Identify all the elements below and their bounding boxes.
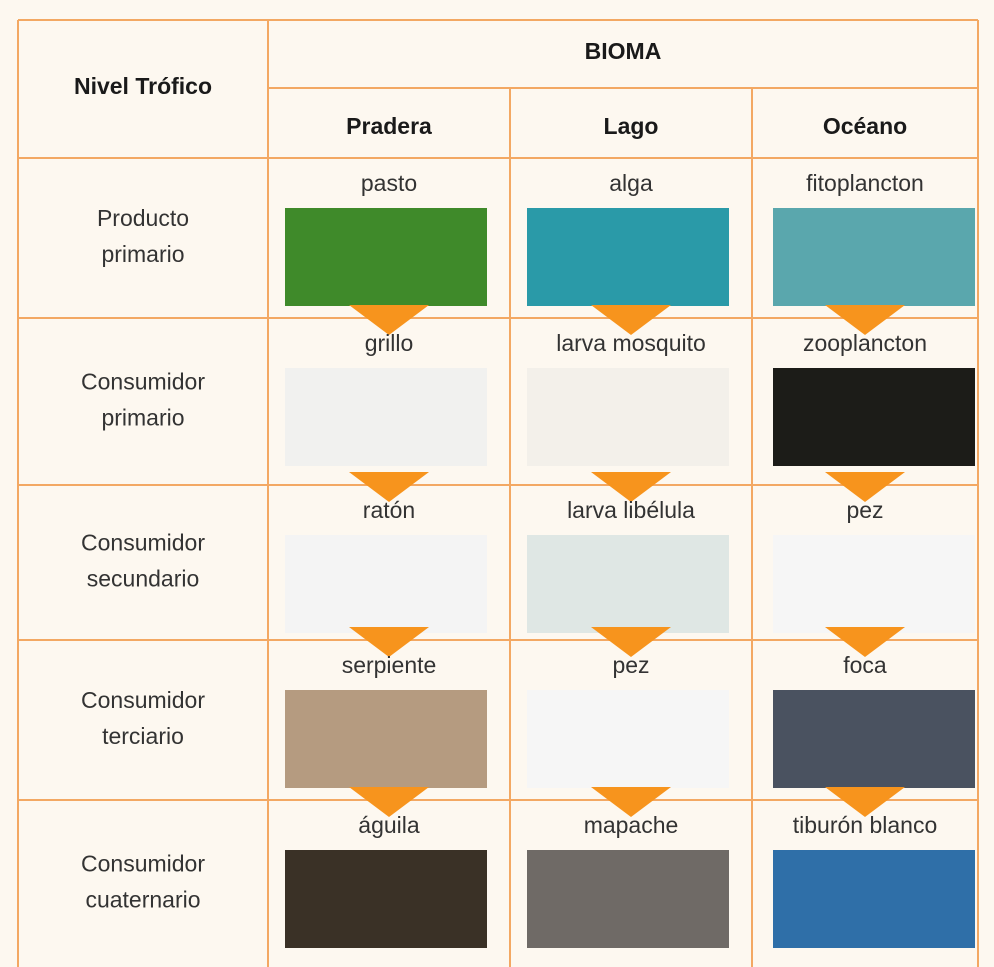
photo xyxy=(773,535,975,633)
organism-label: larva libélula xyxy=(567,497,695,523)
organism-label: foca xyxy=(843,652,887,678)
organism-label: pasto xyxy=(361,170,417,196)
arrow xyxy=(349,627,429,657)
level-label: Consumidor xyxy=(81,369,205,395)
organism-label: zooplancton xyxy=(803,330,927,356)
level-label: Consumidor xyxy=(81,851,205,877)
arrow xyxy=(825,787,905,817)
arrow xyxy=(591,787,671,817)
organism-label: larva mosquito xyxy=(556,330,706,356)
photo xyxy=(285,368,487,466)
photo xyxy=(773,850,975,948)
level-label: secundario xyxy=(87,566,200,592)
organism-label: pez xyxy=(612,652,649,678)
level-label: Consumidor xyxy=(81,687,205,713)
photo xyxy=(285,535,487,633)
level-label: cuaternario xyxy=(85,887,200,913)
organism-label: ratón xyxy=(363,497,415,523)
organism-label: mapache xyxy=(584,812,679,838)
level-label: Consumidor xyxy=(81,530,205,556)
organism-label: serpiente xyxy=(342,652,437,678)
organism-label: fitoplancton xyxy=(806,170,924,196)
level-label: Producto xyxy=(97,205,189,231)
arrow xyxy=(591,627,671,657)
level-label: terciario xyxy=(102,723,184,749)
header-cell: Océano xyxy=(823,113,907,139)
arrow xyxy=(825,472,905,502)
photo xyxy=(527,850,729,948)
arrow xyxy=(825,305,905,335)
level-label: primario xyxy=(101,241,184,267)
header-cell: Pradera xyxy=(346,113,432,139)
organism-label: pez xyxy=(846,497,883,523)
photo xyxy=(527,208,729,306)
photo xyxy=(773,208,975,306)
arrow xyxy=(349,472,429,502)
header-cell: Lago xyxy=(604,113,659,139)
photo xyxy=(285,850,487,948)
organism-label: alga xyxy=(609,170,653,196)
arrow xyxy=(349,787,429,817)
photo xyxy=(773,690,975,788)
photo xyxy=(527,535,729,633)
arrow xyxy=(591,472,671,502)
arrow xyxy=(591,305,671,335)
photo xyxy=(773,368,975,466)
photo xyxy=(285,208,487,306)
photo xyxy=(285,690,487,788)
arrow xyxy=(349,305,429,335)
photo xyxy=(527,690,729,788)
arrow xyxy=(825,627,905,657)
organism-label: grillo xyxy=(365,330,414,356)
organism-label: tiburón blanco xyxy=(793,812,938,838)
level-label: primario xyxy=(101,405,184,431)
organism-label: águila xyxy=(358,812,420,838)
header-cell: BIOMA xyxy=(585,38,662,64)
header-cell: Nivel Trófico xyxy=(74,73,212,99)
photo xyxy=(527,368,729,466)
